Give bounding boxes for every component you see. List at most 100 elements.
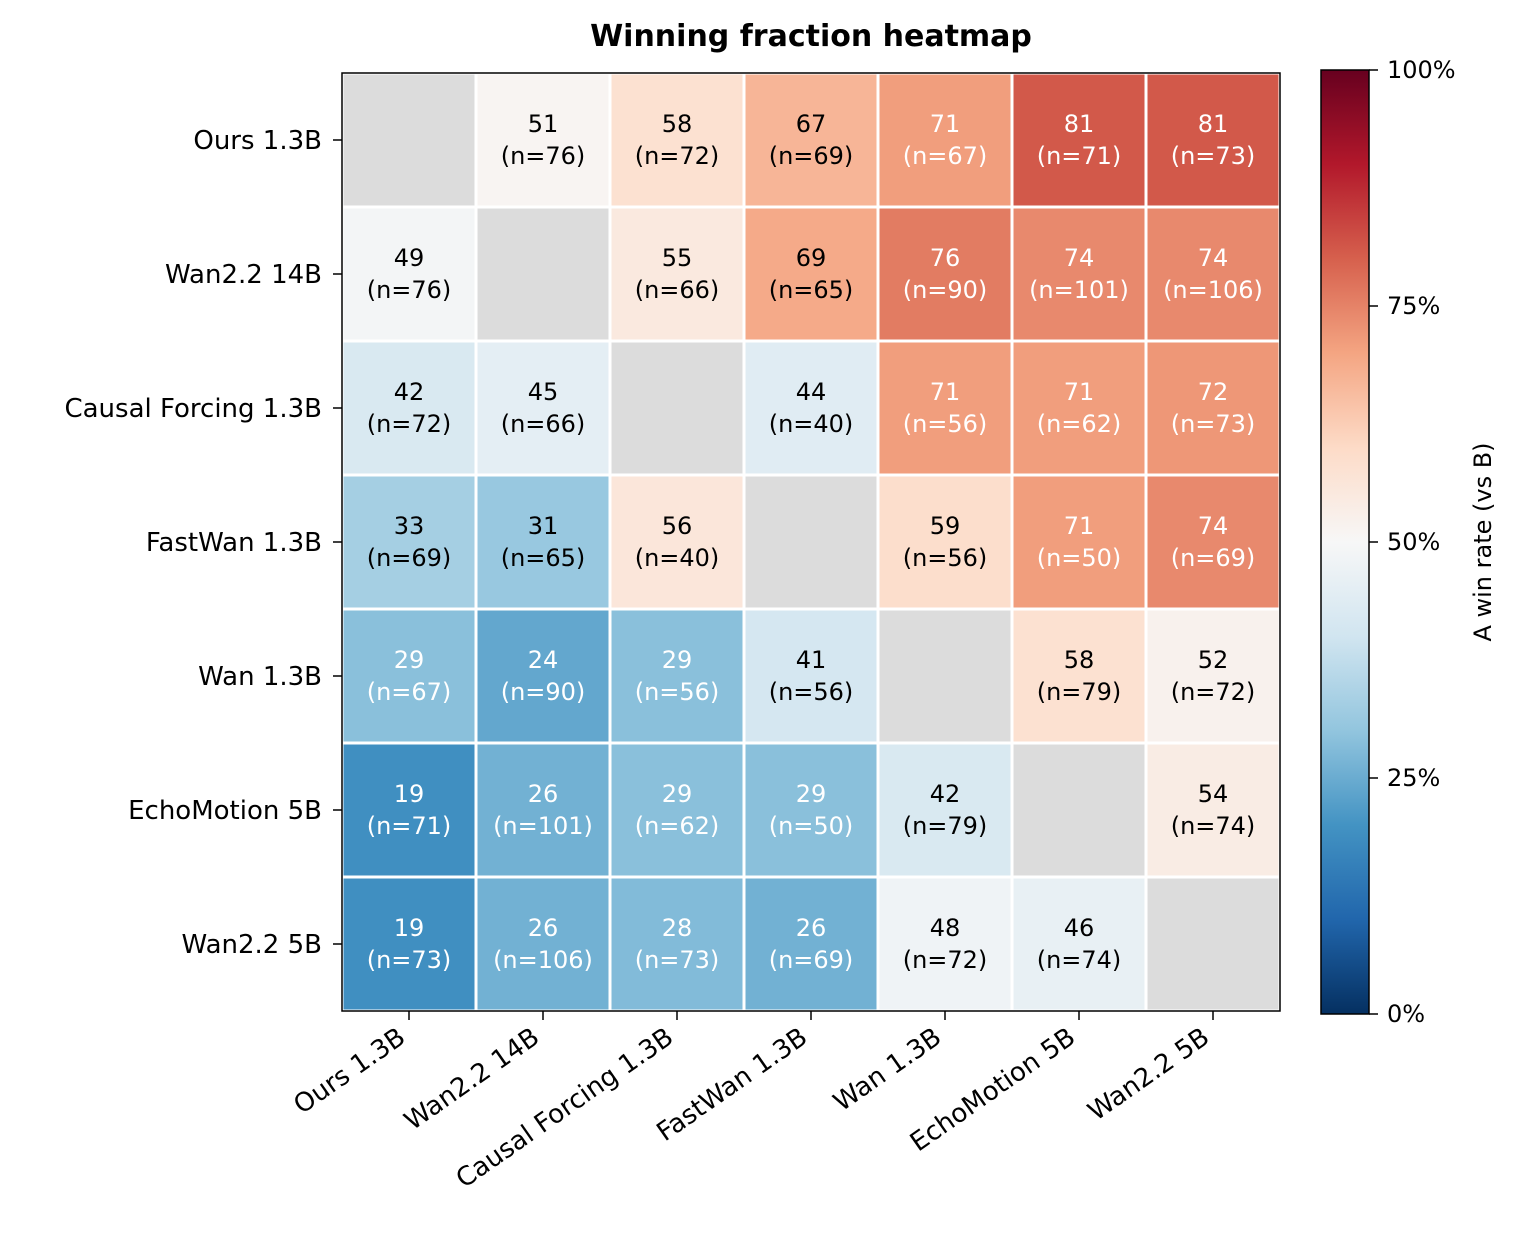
heatmap-cell (474, 607, 612, 745)
cell-count-label: (n=101) (1029, 276, 1129, 304)
cell-count-label: (n=72) (367, 410, 452, 438)
cell-count-label: (n=73) (1171, 142, 1256, 170)
cell-value-label: 24 (528, 646, 559, 674)
heatmap-cell (1144, 875, 1282, 1013)
heatmap-cell (340, 607, 478, 745)
row-tick-label: EchoMotion 5B (128, 796, 322, 826)
heatmap-cell (608, 473, 746, 611)
heatmap-cell (1010, 607, 1148, 745)
column-tick-label: Wan 1.3B (828, 1022, 947, 1118)
heatmap-cell (340, 205, 478, 343)
cell-count-label: (n=71) (367, 812, 452, 840)
cell-count-label: (n=40) (635, 544, 720, 572)
heatmap-cell (742, 875, 880, 1013)
colorbar-tick-label: 75% (1387, 292, 1440, 320)
heatmap-cell (340, 339, 478, 477)
cell-value-label: 58 (662, 110, 693, 138)
heatmap-cell (608, 205, 746, 343)
cell-count-label: (n=65) (501, 544, 586, 572)
heatmap-cell (876, 473, 1014, 611)
cell-value-label: 28 (662, 914, 693, 942)
cell-count-label: (n=90) (903, 276, 988, 304)
heatmap-cell (742, 339, 880, 477)
cell-value-label: 19 (394, 780, 425, 808)
cell-value-label: 74 (1198, 244, 1229, 272)
cell-count-label: (n=73) (1171, 410, 1256, 438)
heatmap-cell (876, 741, 1014, 879)
cell-value-label: 54 (1198, 780, 1229, 808)
cell-value-label: 76 (930, 244, 961, 272)
heatmap-cell (1144, 205, 1282, 343)
cell-value-label: 67 (796, 110, 827, 138)
cell-count-label: (n=62) (635, 812, 720, 840)
heatmap-cell (608, 607, 746, 745)
heatmap-cell (876, 71, 1014, 209)
cell-count-label: (n=67) (367, 678, 452, 706)
cell-value-label: 46 (1064, 914, 1095, 942)
heatmap-cell (742, 741, 880, 879)
cell-count-label: (n=66) (635, 276, 720, 304)
heatmap-cell (1144, 339, 1282, 477)
heatmap-cell (608, 71, 746, 209)
row-tick-label: Ours 1.3B (193, 126, 322, 156)
cell-count-label: (n=56) (635, 678, 720, 706)
cell-value-label: 41 (796, 646, 827, 674)
cell-count-label: (n=40) (769, 410, 854, 438)
heatmap-cell (876, 607, 1014, 745)
heatmap-cell (340, 875, 478, 1013)
cell-value-label: 29 (662, 646, 693, 674)
cell-count-label: (n=76) (367, 276, 452, 304)
cell-value-label: 51 (528, 110, 559, 138)
heatmap-cell (1010, 71, 1148, 209)
cell-count-label: (n=79) (1037, 678, 1122, 706)
cell-value-label: 56 (662, 512, 693, 540)
heatmap-cell (474, 741, 612, 879)
row-tick-label: Wan2.2 5B (182, 930, 322, 960)
heatmap-cell (1010, 339, 1148, 477)
column-tick-label: FastWan 1.3B (652, 1022, 814, 1148)
heatmap-cell (1144, 607, 1282, 745)
cell-value-label: 45 (528, 378, 559, 406)
cell-value-label: 26 (528, 780, 559, 808)
heatmap-cell (876, 205, 1014, 343)
heatmap-cell (474, 339, 612, 477)
cell-value-label: 42 (930, 780, 961, 808)
cell-count-label: (n=56) (903, 410, 988, 438)
cell-value-label: 71 (930, 378, 961, 406)
cell-count-label: (n=69) (769, 142, 854, 170)
heatmap-cell (474, 71, 612, 209)
cell-count-label: (n=76) (501, 142, 586, 170)
row-tick-label: Wan2.2 14B (165, 260, 322, 290)
column-tick-label: Ours 1.3B (288, 1022, 411, 1120)
heatmap-cell (608, 339, 746, 477)
row-tick-label: Wan 1.3B (198, 662, 322, 692)
heatmap-cell (340, 71, 478, 209)
heatmap-cell (876, 875, 1014, 1013)
row-tick-label: FastWan 1.3B (146, 528, 322, 558)
heatmap-cell (742, 71, 880, 209)
cell-count-label: (n=62) (1037, 410, 1122, 438)
cell-count-label: (n=67) (903, 142, 988, 170)
cell-value-label: 49 (394, 244, 425, 272)
heatmap-cell (742, 205, 880, 343)
cell-value-label: 48 (930, 914, 961, 942)
cell-value-label: 44 (796, 378, 827, 406)
cell-count-label: (n=73) (635, 946, 720, 974)
cell-value-label: 81 (1198, 110, 1229, 138)
cell-count-label: (n=72) (903, 946, 988, 974)
cell-value-label: 29 (662, 780, 693, 808)
cell-value-label: 26 (796, 914, 827, 942)
cell-count-label: (n=106) (1163, 276, 1263, 304)
cell-value-label: 59 (930, 512, 961, 540)
cell-value-label: 33 (394, 512, 425, 540)
heatmap-cell (1010, 473, 1148, 611)
heatmap-cells: 51 (n=76) 58 (n=72) 67 (n=69) 71 (n=67) 81 (n=71)… (340, 71, 1282, 1013)
cell-value-label: 81 (1064, 110, 1095, 138)
cell-count-label: (n=74) (1037, 946, 1122, 974)
heatmap-cell (340, 741, 478, 879)
heatmap-cell (1010, 741, 1148, 879)
cell-count-label: (n=71) (1037, 142, 1122, 170)
cell-count-label: (n=69) (367, 544, 452, 572)
